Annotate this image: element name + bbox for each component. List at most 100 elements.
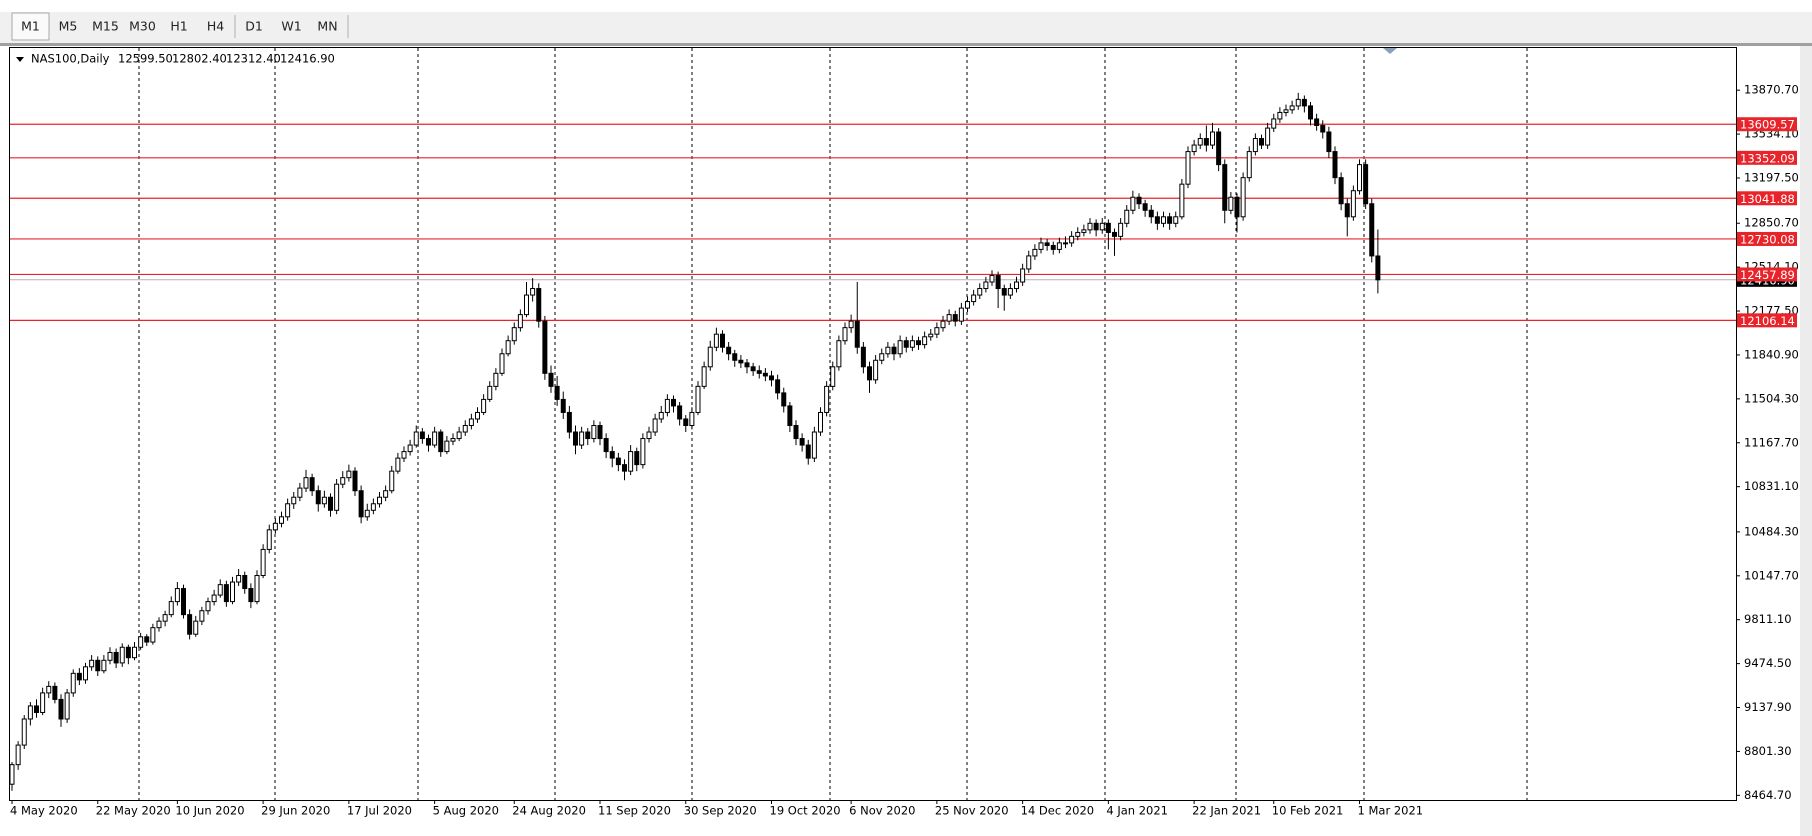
candle-body bbox=[622, 464, 627, 472]
candle-body bbox=[805, 444, 811, 459]
candle-body bbox=[1295, 98, 1301, 107]
candle-body bbox=[1301, 98, 1307, 107]
candle-body bbox=[1277, 111, 1283, 120]
right-border bbox=[1800, 46, 1812, 836]
candle-body bbox=[989, 274, 995, 283]
candle-body bbox=[168, 601, 174, 616]
candle-body bbox=[1050, 244, 1056, 250]
candle-body bbox=[462, 425, 468, 433]
timeframe-button[interactable]: W1 bbox=[281, 19, 301, 34]
button-pressed bbox=[11, 12, 50, 41]
candle-body bbox=[328, 496, 333, 511]
timeframe-button[interactable]: H4 bbox=[207, 19, 224, 34]
candle-body bbox=[101, 659, 107, 672]
candle-body bbox=[321, 496, 327, 505]
candle-body bbox=[1148, 209, 1154, 218]
level-box bbox=[1737, 267, 1797, 282]
x-tick-label: 22 May 2020 bbox=[96, 804, 171, 818]
level-label: 12730.08 bbox=[1740, 232, 1795, 246]
y-tick-label: 11504.30 bbox=[1744, 391, 1799, 405]
candle-body bbox=[205, 601, 211, 612]
candle-body bbox=[922, 336, 928, 346]
x-tick-label: 4 Jan 2021 bbox=[1106, 804, 1168, 818]
timeframe-button[interactable]: M1 bbox=[11, 12, 50, 41]
candle-body bbox=[456, 431, 462, 440]
candle-body bbox=[1007, 288, 1013, 296]
candle-body bbox=[211, 594, 217, 603]
candle-body bbox=[1142, 203, 1148, 211]
candle-body bbox=[609, 451, 615, 459]
y-tick-label: 10831.10 bbox=[1744, 479, 1799, 493]
candle-body bbox=[358, 490, 364, 518]
candle-body bbox=[83, 666, 88, 681]
candle-body bbox=[132, 646, 137, 659]
candle-body bbox=[1161, 216, 1166, 224]
candle-body bbox=[419, 431, 425, 440]
candle-body bbox=[285, 503, 291, 518]
button-label: M1 bbox=[21, 19, 40, 34]
candle-body bbox=[677, 405, 683, 420]
timeframe-button[interactable]: MN bbox=[317, 19, 337, 34]
candle-body bbox=[297, 487, 303, 498]
candle-body bbox=[1308, 105, 1313, 120]
x-tick-label: 5 Aug 2020 bbox=[433, 804, 499, 818]
y-tick-label: 8464.70 bbox=[1744, 788, 1792, 802]
candle-body bbox=[916, 340, 921, 346]
timeframe-button[interactable]: M5 bbox=[59, 19, 78, 34]
timeframe-toolbar: M1 M5 M15 M30 H1 H4 D1 W1 MN bbox=[11, 12, 349, 41]
y-tick-label: 8801.30 bbox=[1744, 744, 1792, 758]
candle-body bbox=[1314, 118, 1320, 126]
candle-body bbox=[603, 438, 609, 453]
level-box bbox=[1737, 117, 1797, 132]
candle-body bbox=[1044, 242, 1050, 246]
candle-body bbox=[9, 764, 15, 785]
candle-body bbox=[1210, 131, 1215, 146]
candle-body bbox=[76, 672, 82, 681]
y-tick-label: 12850.70 bbox=[1744, 216, 1799, 230]
candle-body bbox=[615, 457, 621, 466]
candle-body bbox=[664, 398, 670, 413]
candle-body bbox=[1173, 216, 1179, 224]
candle-body bbox=[701, 366, 707, 387]
candle-body bbox=[370, 503, 376, 511]
candle-body bbox=[530, 288, 536, 296]
candle-body bbox=[1136, 196, 1142, 205]
candle-body bbox=[854, 320, 860, 348]
toolbar-divider bbox=[0, 43, 1812, 46]
candle-body bbox=[162, 614, 168, 622]
candle-body bbox=[95, 659, 101, 672]
candle-body bbox=[499, 353, 505, 374]
level-box bbox=[1737, 191, 1797, 206]
candle-body bbox=[279, 516, 284, 524]
timeframe-button[interactable]: M30 bbox=[129, 19, 156, 34]
candle-body bbox=[475, 411, 480, 420]
timeframe-button[interactable]: D1 bbox=[245, 19, 263, 34]
timeframe-button[interactable]: H1 bbox=[170, 19, 187, 34]
candle-body bbox=[21, 718, 27, 746]
candle-body bbox=[818, 411, 823, 433]
candle-body bbox=[1099, 222, 1105, 231]
symbol-label: NAS100,Daily bbox=[31, 52, 110, 66]
ohlc-value: 12802.40 bbox=[172, 52, 227, 66]
candle-body bbox=[444, 440, 450, 453]
candle-body bbox=[1265, 127, 1271, 146]
candle-body bbox=[1026, 255, 1032, 270]
candle-body bbox=[1332, 151, 1338, 179]
candle-body bbox=[52, 685, 58, 700]
candle-body bbox=[1105, 222, 1111, 233]
candle-body bbox=[965, 301, 970, 309]
shift-marker bbox=[1383, 48, 1397, 54]
candle-body bbox=[597, 425, 603, 440]
candle-body bbox=[1289, 105, 1295, 111]
button-label: D1 bbox=[245, 19, 263, 34]
candle-body bbox=[248, 588, 254, 603]
x-tick-label: 25 Nov 2020 bbox=[935, 804, 1009, 818]
candle-body bbox=[1197, 138, 1203, 146]
candle-body bbox=[395, 457, 401, 472]
candle-body bbox=[879, 353, 885, 361]
button-label: H1 bbox=[170, 19, 187, 34]
x-tick-label: 10 Feb 2021 bbox=[1272, 804, 1344, 818]
x-tick-label: 29 Jun 2020 bbox=[261, 804, 330, 818]
timeframe-button[interactable]: M15 bbox=[92, 19, 119, 34]
level-label: 12457.89 bbox=[1740, 268, 1795, 282]
